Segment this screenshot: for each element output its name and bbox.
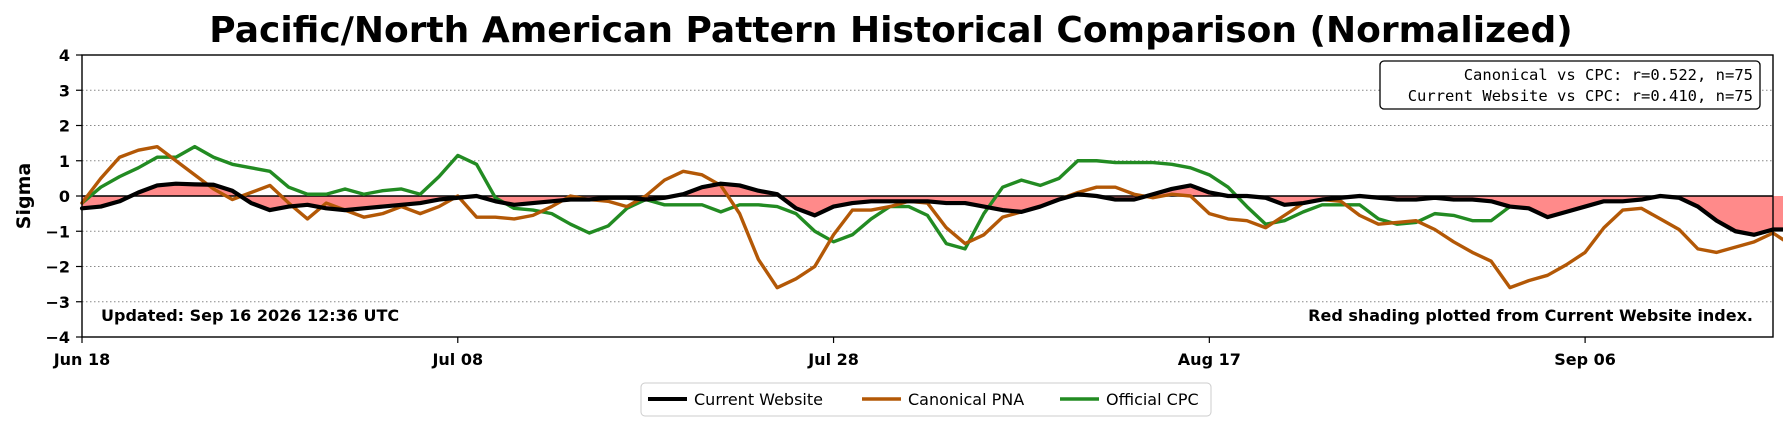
legend-frame [640, 382, 1212, 417]
y-tick-label: 4 [59, 46, 70, 65]
stats-box: Canonical vs CPC: r=0.522, n=75 Current … [1379, 60, 1761, 110]
y-axis-label: Sigma [13, 163, 35, 229]
shading-note: Red shading plotted from Current Website… [1308, 306, 1753, 325]
y-tick-label: −1 [45, 222, 70, 241]
y-tick-label: −3 [45, 293, 70, 312]
legend-label-official-cpc: Official CPC [1106, 390, 1199, 409]
series-lines [79, 144, 1783, 290]
x-tick-label: Aug 17 [1178, 350, 1241, 369]
legend-label-current-website: Current Website [694, 390, 823, 409]
legend-label-canonical-pna: Canonical PNA [908, 390, 1024, 409]
stats-line-canonical: Canonical vs CPC: r=0.522, n=75 [1464, 66, 1753, 84]
y-tick-label: 3 [59, 81, 70, 100]
x-ticks: Jun 18 Jul 08 Jul 28 Aug 17 Sep 06 [53, 337, 1616, 369]
stats-box-frame [1379, 60, 1761, 110]
series-line-canonical-pna [80, 144, 1783, 290]
chart-title: Pacific/North American Pattern Historica… [209, 10, 1572, 51]
x-tick-label: Jun 18 [53, 350, 111, 369]
x-tick-label: Jul 28 [807, 350, 859, 369]
x-tick-label: Jul 08 [431, 350, 483, 369]
y-ticks: 4 3 2 1 0 −1 −2 −3 −4 [45, 46, 82, 347]
stats-line-website: Current Website vs CPC: r=0.410, n=75 [1408, 87, 1753, 105]
legend: Current Website Canonical PNA Official C… [640, 382, 1212, 417]
y-tick-label: 0 [59, 187, 70, 206]
updated-note: Updated: Sep 16 2026 12:36 UTC [101, 306, 399, 325]
y-tick-label: −2 [45, 258, 70, 277]
x-tick-label: Sep 06 [1554, 350, 1616, 369]
y-tick-label: 2 [59, 117, 70, 136]
y-tick-label: 1 [59, 152, 70, 171]
series-line-current-website [79, 181, 1783, 237]
y-tick-label: −4 [45, 328, 70, 347]
